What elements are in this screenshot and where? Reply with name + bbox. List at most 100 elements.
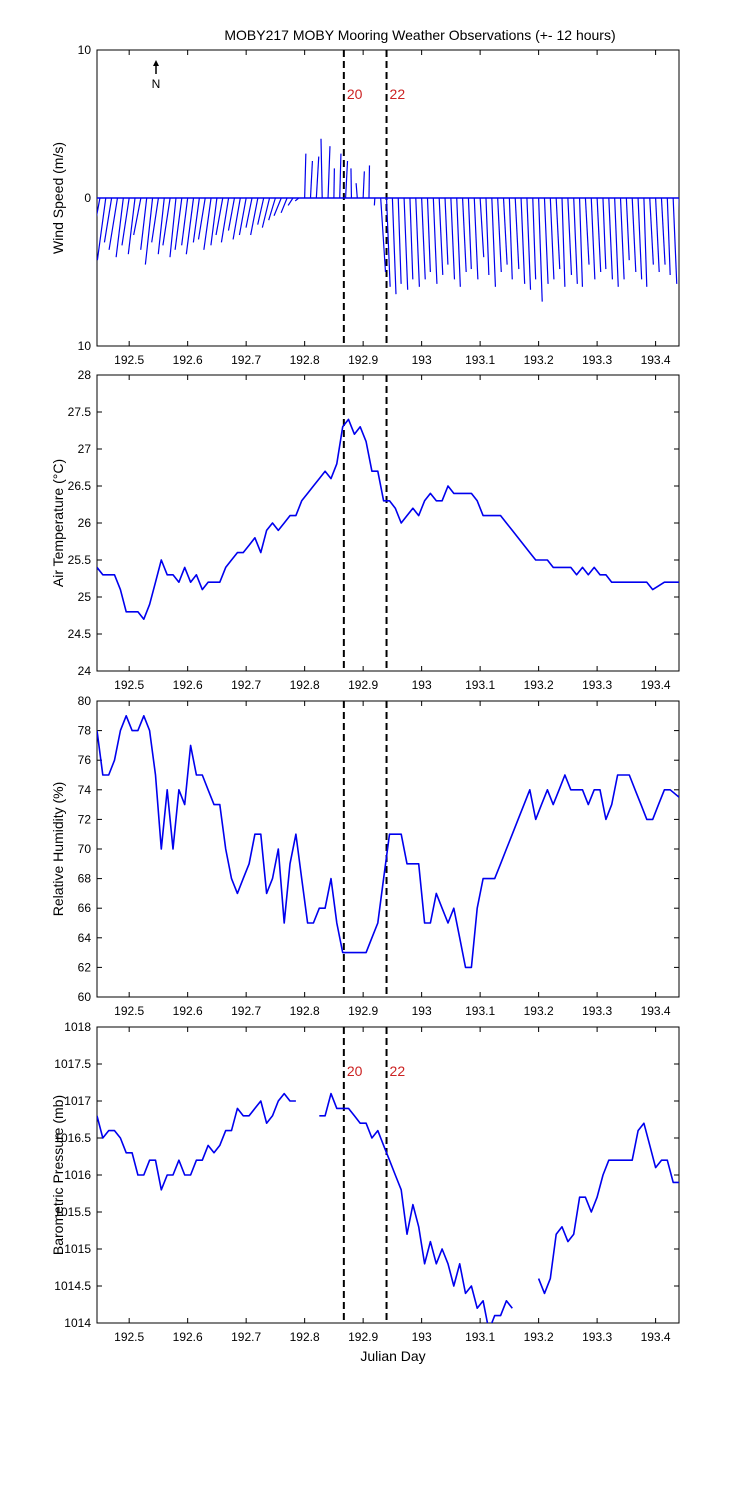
- x-tick-label: 192.6: [173, 1004, 203, 1018]
- x-tick-label: 192.9: [348, 678, 378, 692]
- wind-vector: [514, 197, 520, 270]
- wind-vector: [666, 197, 671, 275]
- y-tick-label: 24: [78, 664, 92, 678]
- wind-vector: [121, 197, 130, 246]
- wind-vector: [590, 197, 596, 280]
- x-tick-label: 193.3: [582, 1004, 612, 1018]
- wind-vector: [294, 197, 300, 202]
- x-tick-label: 193.2: [524, 678, 554, 692]
- wind-vector: [631, 197, 637, 273]
- series-line: [97, 418, 679, 620]
- wind-vector: [549, 197, 555, 280]
- y-tick-label: 80: [78, 694, 92, 708]
- y-tick-label: 28: [78, 368, 92, 382]
- x-tick-label: 193.4: [641, 1330, 671, 1344]
- wind-vector: [397, 197, 402, 284]
- wind-vector: [479, 197, 485, 258]
- x-tick-label: 192.8: [290, 353, 320, 367]
- wind-vector: [409, 197, 414, 280]
- wind-vector: [169, 197, 177, 258]
- north-arrow-head: [153, 60, 159, 66]
- x-tick-label: 193.2: [524, 353, 554, 367]
- y-tick-label: 60: [78, 990, 92, 1004]
- wind-vector: [450, 197, 456, 280]
- wind-vector: [678, 198, 679, 211]
- wind-vector: [426, 197, 431, 273]
- y-tick-label: 1015.5: [54, 1205, 91, 1219]
- wind-vector: [491, 197, 497, 287]
- y-tick-label: 1017: [64, 1094, 91, 1108]
- y-axis-label: Relative Humidity (%): [50, 782, 66, 917]
- x-tick-label: 192.5: [114, 678, 144, 692]
- x-tick-label: 192.8: [290, 1330, 320, 1344]
- x-tick-label: 193.1: [465, 678, 495, 692]
- wind-vector: [157, 197, 165, 255]
- wind-vector: [502, 197, 508, 265]
- x-tick-label: 192.5: [114, 1330, 144, 1344]
- marker-label: 22: [390, 1063, 406, 1079]
- y-tick-label: 62: [78, 960, 92, 974]
- y-tick-label: 1015: [64, 1242, 91, 1256]
- x-tick-label: 193.3: [582, 678, 612, 692]
- wind-vector: [543, 197, 549, 284]
- x-tick-label: 192.8: [290, 1004, 320, 1018]
- x-tick-label: 192.5: [114, 353, 144, 367]
- wind-vector: [461, 197, 467, 273]
- wind-vector: [344, 160, 349, 199]
- wind-vector: [573, 197, 578, 284]
- wind-vector: [203, 197, 212, 250]
- wind-vector: [538, 197, 543, 302]
- x-tick-label: 193.4: [641, 353, 671, 367]
- y-tick-label: 27: [78, 442, 92, 456]
- wind-vector: [185, 197, 195, 255]
- x-tick-label: 192.6: [173, 1330, 203, 1344]
- wind-vector: [127, 197, 136, 255]
- y-tick-label: 25: [78, 590, 92, 604]
- wind-vector: [227, 197, 236, 231]
- wind-vector: [520, 197, 526, 284]
- wind-vector: [355, 183, 358, 199]
- y-tick-label: 74: [78, 783, 92, 797]
- y-tick-label: 1016: [64, 1168, 91, 1182]
- x-tick-label: 193: [412, 353, 432, 367]
- wind-vector: [602, 197, 607, 270]
- wind-vector: [250, 197, 259, 236]
- marker-label: 20: [347, 1063, 363, 1079]
- x-tick-label: 193.3: [582, 1330, 612, 1344]
- series-line: [97, 1092, 679, 1323]
- y-tick-label: 1018: [64, 1020, 91, 1034]
- y-tick-label: 70: [78, 842, 92, 856]
- x-tick-label: 193.2: [524, 1330, 554, 1344]
- wind-vector: [232, 197, 241, 240]
- wind-vector: [257, 197, 265, 225]
- x-tick-label: 193.4: [641, 678, 671, 692]
- wind-vector: [287, 197, 294, 206]
- wind-vector: [261, 197, 271, 228]
- wind-vector: [660, 197, 666, 265]
- x-tick-label: 193: [412, 1330, 432, 1344]
- wind-vector: [238, 197, 247, 236]
- wind-vector: [315, 156, 320, 199]
- wind-vector: [561, 197, 566, 287]
- wind-vector: [672, 197, 678, 284]
- wind-vector: [215, 197, 224, 236]
- wind-vector: [467, 197, 472, 270]
- wind-vector: [473, 197, 479, 280]
- x-tick-label: 192.6: [173, 678, 203, 692]
- x-tick-label: 192.9: [348, 1004, 378, 1018]
- wind-vector: [444, 197, 449, 265]
- wind-vector: [508, 197, 513, 280]
- wind-vector: [625, 197, 630, 261]
- x-tick-label: 193.1: [465, 353, 495, 367]
- wind-vector: [526, 197, 532, 290]
- plot-frame: [96, 374, 680, 672]
- wind-vector: [415, 197, 420, 287]
- x-tick-label: 193.2: [524, 1004, 554, 1018]
- y-axis-label: Barometric Pressure (mb): [50, 1095, 66, 1255]
- panel-1: 10 0 10 192.5 192.6 192.7 192.8 192.9 193 193.1 19…: [50, 43, 680, 367]
- wind-vector: [649, 197, 654, 265]
- wind-vector: [614, 197, 619, 287]
- wind-vector: [151, 197, 160, 243]
- wind-vector: [362, 171, 365, 199]
- panel-4: 1014 1014.5 1015 1015.5 1016 1016.5 1017 1017.5…: [50, 1020, 680, 1344]
